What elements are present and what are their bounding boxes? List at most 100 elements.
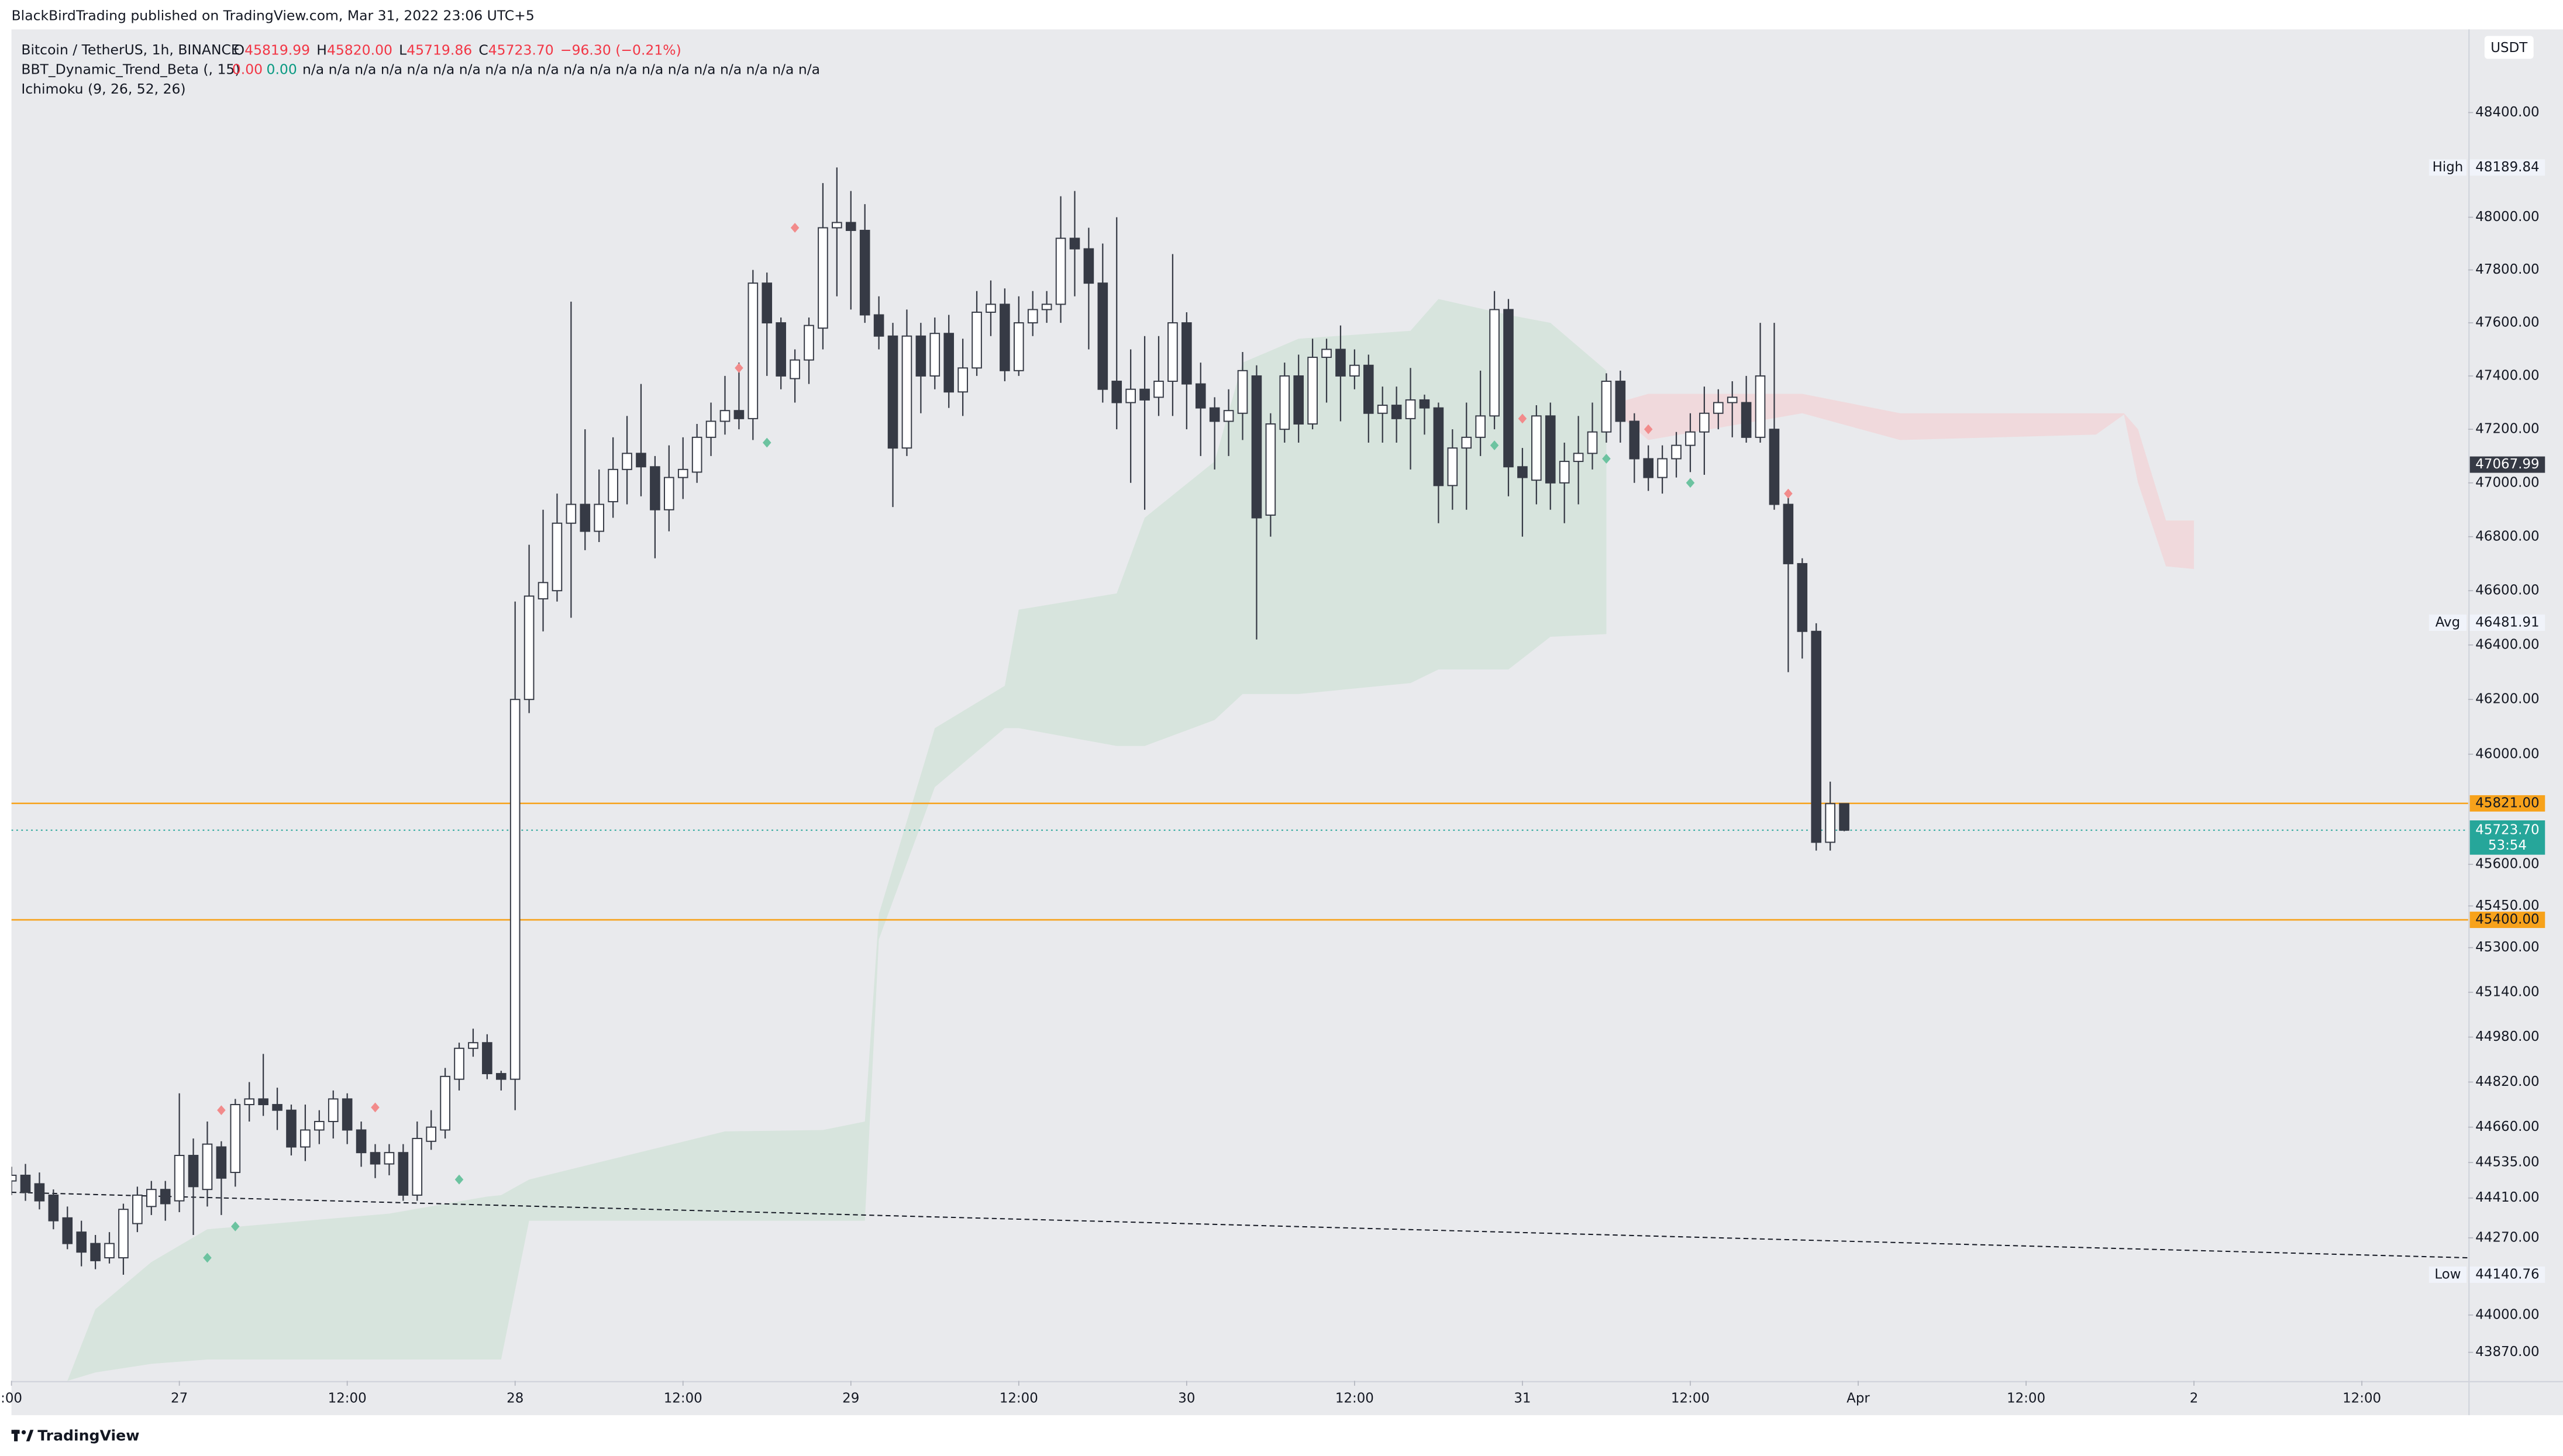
candle-body: [1741, 402, 1752, 438]
candle-body: [552, 522, 563, 592]
ohlc-key: O: [234, 42, 244, 58]
candle-body: [1839, 803, 1849, 831]
candle-body: [1657, 458, 1668, 478]
candle-body: [1251, 375, 1262, 519]
indicator-buy: 0.00: [267, 61, 297, 78]
candle-body: [1377, 405, 1388, 414]
candle-body: [986, 303, 996, 313]
x-tick-label: 12:00: [2342, 1391, 2381, 1406]
ohlc-value: 45820.00: [327, 42, 392, 58]
candle-body: [1209, 407, 1220, 422]
candle-body: [762, 282, 773, 324]
stat-tag: Avg: [2435, 615, 2460, 630]
price-label: 45821.00: [2475, 795, 2539, 810]
y-tick-label: 47600.00: [2475, 315, 2539, 330]
candle-body: [160, 1189, 171, 1205]
logo-part: [14, 1430, 18, 1441]
candle-body: [1041, 303, 1052, 310]
candle-body: [244, 1098, 255, 1105]
x-tick-label: 2: [2190, 1391, 2199, 1406]
price-label-box: [2469, 1266, 2545, 1283]
candle-body: [286, 1109, 297, 1148]
candle-body: [1671, 444, 1682, 460]
y-tick-label: 44980.00: [2475, 1029, 2539, 1044]
candle-body: [272, 1104, 283, 1111]
candle-body: [1265, 423, 1276, 516]
candle-body: [691, 436, 702, 473]
ohlc-change: −96.30 (−0.21%): [560, 42, 681, 58]
x-tick-label: 12:00: [1000, 1391, 1038, 1406]
candle-body: [1111, 381, 1122, 403]
candle-body: [1531, 415, 1542, 481]
candle-body: [146, 1189, 157, 1207]
candle-body: [1517, 466, 1528, 478]
trendline: [11, 1192, 2468, 1258]
candle-body: [202, 1143, 213, 1191]
candle-body: [76, 1231, 87, 1253]
x-tick-label: Apr: [1847, 1391, 1870, 1406]
candle-body: [957, 367, 968, 393]
candle-body: [1559, 461, 1570, 484]
candle-body: [1014, 322, 1024, 371]
candle-body: [1335, 349, 1346, 377]
candle-body: [118, 1209, 129, 1258]
candle-body: [943, 333, 955, 393]
x-tick-label: 12:00: [328, 1391, 367, 1406]
candle-body: [11, 1174, 17, 1182]
y-tick-label: 47200.00: [2475, 422, 2539, 437]
candle-body: [454, 1047, 464, 1080]
candle-body: [90, 1243, 101, 1261]
candle-body: [972, 311, 982, 369]
last-price-box: [2469, 820, 2545, 855]
y-tick-label: 45140.00: [2475, 984, 2539, 999]
candle-body: [1545, 415, 1556, 484]
candle-body: [776, 322, 786, 377]
signal-diamond: [1518, 413, 1527, 424]
candle-body: [1419, 399, 1430, 409]
y-tick-label: 47000.00: [2475, 475, 2539, 490]
countdown: 53:54: [2488, 838, 2527, 853]
candle-body: [1097, 282, 1108, 390]
candle-body: [1139, 388, 1150, 401]
stat-tag: High: [2433, 160, 2464, 175]
candle-body: [468, 1042, 478, 1049]
candle-body: [1125, 388, 1136, 403]
candle-body: [482, 1042, 492, 1075]
candle-body: [594, 503, 605, 532]
ohlc-key: L: [399, 42, 407, 58]
candle-body: [873, 314, 884, 337]
candle-body: [677, 468, 688, 478]
ohlc-key: H: [316, 42, 327, 58]
candle-body: [1601, 381, 1612, 433]
indicator-name: BBT_Dynamic_Trend_Beta (, 15): [21, 61, 240, 78]
candle-body: [34, 1183, 45, 1202]
price-label-box: [2469, 912, 2545, 929]
candle-body: [370, 1152, 381, 1165]
candle-body: [1615, 381, 1626, 422]
candle-body: [538, 582, 549, 600]
candle-body: [1153, 381, 1164, 398]
y-tick-label: 48000.00: [2475, 209, 2539, 225]
candle-body: [859, 230, 870, 316]
candle-body: [1475, 415, 1486, 438]
candle-body: [426, 1126, 436, 1142]
indicator-values: n/a n/a n/a n/a n/a n/a n/a n/a n/a n/a …: [302, 61, 820, 78]
y-tick-label: 45450.00: [2475, 898, 2539, 913]
candle-body: [48, 1194, 59, 1222]
candle-body: [580, 503, 591, 532]
y-tick-label: 43870.00: [2475, 1344, 2539, 1360]
candle-body: [1797, 563, 1808, 632]
candle-body: [1825, 803, 1835, 843]
candle-body: [901, 335, 912, 449]
ohlc-legend: O45819.99 H45820.00 L45719.86 C45723.70 −96.…: [234, 42, 681, 58]
candle-body: [62, 1217, 73, 1244]
signal-diamond: [1644, 424, 1653, 434]
ichimoku-cloud: [67, 299, 1607, 1381]
plot: [11, 167, 2468, 1381]
signal-diamond: [454, 1174, 464, 1185]
ichimoku-name: Ichimoku (9, 26, 52, 26): [21, 81, 185, 97]
x-tick-label: 29: [842, 1391, 859, 1406]
y-tick-label: 48400.00: [2475, 105, 2539, 120]
candle-body: [1363, 364, 1374, 414]
